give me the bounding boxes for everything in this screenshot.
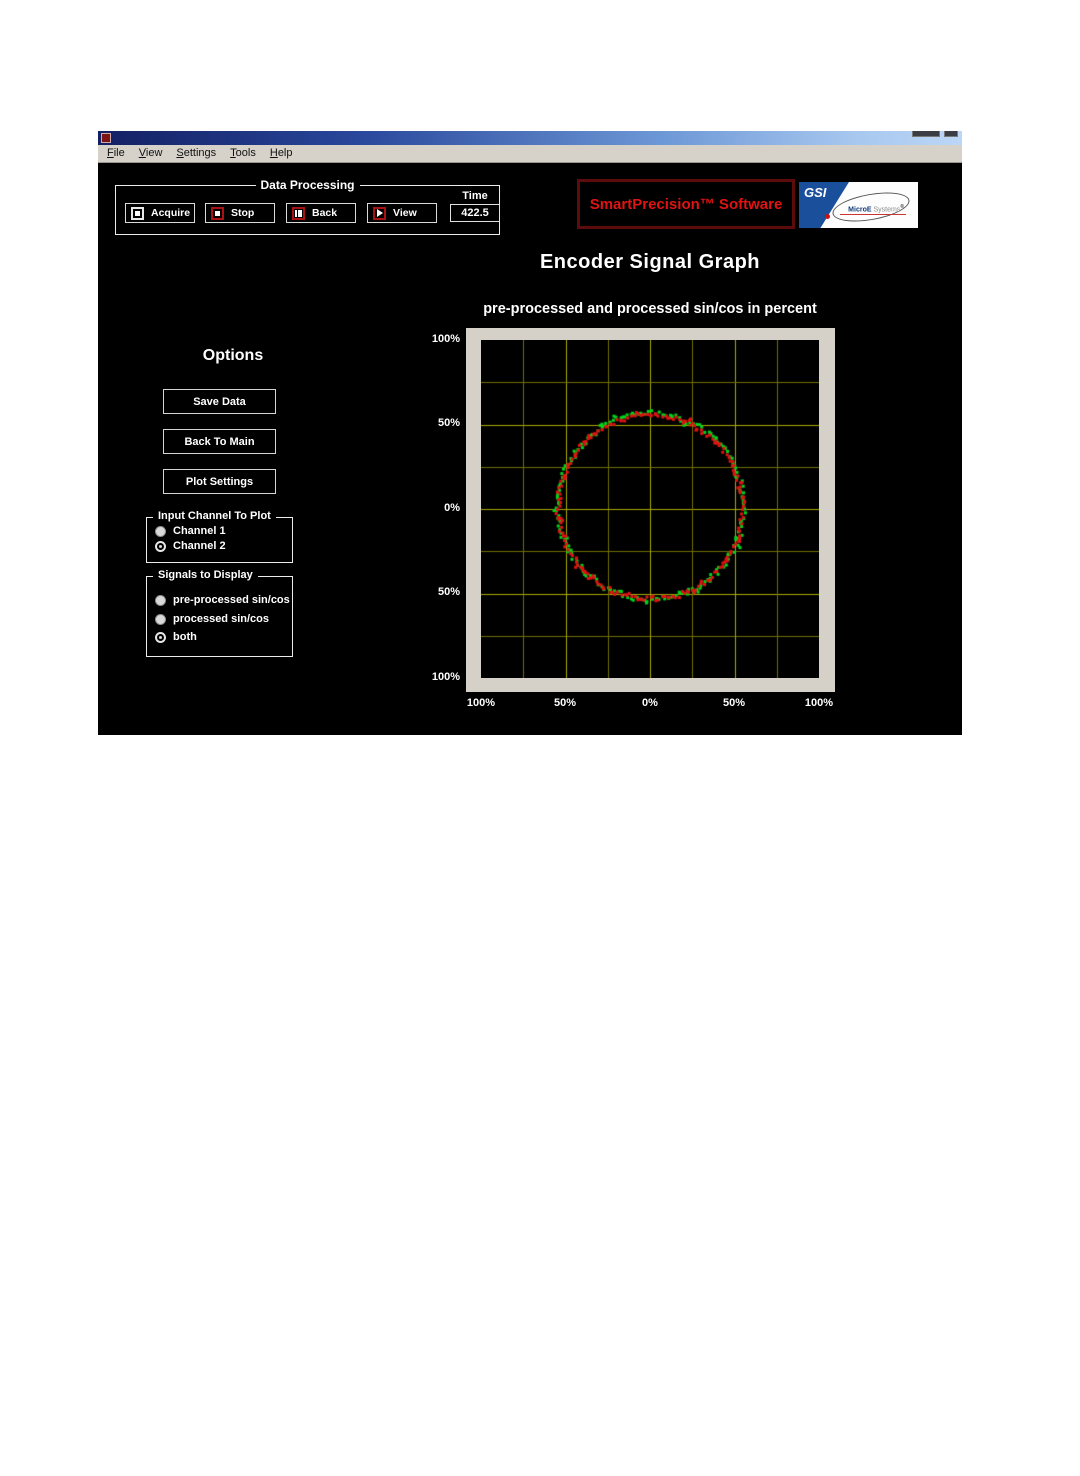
microe-red-underline [840, 214, 906, 215]
back-to-main-button[interactable]: Back To Main [163, 429, 276, 454]
menu-help[interactable]: Help [269, 147, 293, 159]
input-channel-group: Input Channel To Plot [146, 510, 293, 563]
radio-both-label: both [173, 631, 197, 643]
minimize-maximize-buttons[interactable] [912, 131, 940, 137]
back-button[interactable]: Back [286, 203, 356, 223]
x-tick-label: 50% [722, 697, 746, 709]
y-tick-label: 50% [437, 586, 460, 598]
time-label: Time [462, 190, 488, 202]
y-tick-label: 50% [437, 417, 460, 429]
view-button[interactable]: View [367, 203, 437, 223]
radio-processed-label: processed sin/cos [173, 613, 269, 625]
options-heading: Options [202, 347, 264, 364]
y-tick-label: 100% [431, 671, 460, 683]
main-content: Data Processing Acquire Stop Back View T… [98, 163, 962, 735]
application-window: File View Settings Tools Help Data Proce… [98, 131, 962, 735]
x-tick-label: 100% [804, 697, 834, 709]
menu-settings[interactable]: Settings [176, 147, 217, 159]
microe-red-dot [825, 214, 830, 219]
x-tick-label: 0% [642, 697, 658, 709]
y-tick-label: 100% [431, 333, 460, 345]
radio-channel-1[interactable]: Channel 1 [155, 525, 226, 537]
step-back-icon [292, 206, 305, 220]
chart-title: pre-processed and processed sin/cos in p… [483, 301, 817, 317]
radio-button-icon [155, 594, 166, 606]
x-tick-label: 100% [466, 697, 496, 709]
radio-processed[interactable]: processed sin/cos [155, 613, 269, 625]
menu-bar: File View Settings Tools Help [98, 145, 962, 163]
view-button-label: View [393, 207, 417, 219]
radio-pre-processed-label: pre-processed sin/cos [173, 594, 290, 606]
input-channel-legend: Input Channel To Plot [153, 510, 276, 522]
data-processing-group: Data Processing [115, 178, 500, 235]
window-icon [101, 133, 111, 143]
radio-channel-2[interactable]: Channel 2 [155, 540, 226, 552]
gsi-small-square [802, 221, 807, 226]
smartprecision-logo-text: SmartPrecision™ Software [589, 195, 783, 213]
stop-square-icon [211, 206, 224, 220]
radio-button-icon [155, 631, 166, 643]
acquire-button-label: Acquire [151, 207, 191, 219]
save-data-button[interactable]: Save Data [163, 389, 276, 414]
microe-systems-text: MicroE Systems® [848, 203, 904, 213]
time-value-field[interactable]: 422.5 [450, 204, 500, 222]
menu-file[interactable]: File [107, 147, 125, 159]
play-icon [373, 206, 386, 220]
stop-button-label: Stop [231, 207, 255, 219]
gsi-logo-text: GSI [804, 185, 827, 200]
close-button[interactable] [944, 131, 958, 137]
signals-to-display-legend: Signals to Display [153, 569, 258, 581]
smartprecision-logo: SmartPrecision™ Software [577, 179, 795, 229]
menu-tools[interactable]: Tools [230, 147, 256, 159]
gsi-microe-logo: GSI MicroE Systems® [799, 182, 918, 228]
record-square-icon [131, 206, 144, 220]
radio-channel-1-label: Channel 1 [173, 525, 226, 537]
signals-to-display-group: Signals to Display [146, 569, 293, 657]
radio-channel-2-label: Channel 2 [173, 540, 226, 552]
stop-button[interactable]: Stop [205, 203, 275, 223]
y-tick-label: 0% [444, 502, 460, 514]
title-bar[interactable] [98, 131, 962, 145]
radio-pre-processed[interactable]: pre-processed sin/cos [155, 594, 290, 606]
radio-button-icon [155, 525, 166, 537]
page-title: Encoder Signal Graph [539, 251, 761, 273]
x-tick-label: 50% [553, 697, 577, 709]
plot-settings-button[interactable]: Plot Settings [163, 469, 276, 494]
back-button-label: Back [312, 207, 338, 219]
signal-plot-canvas [481, 340, 819, 678]
acquire-button[interactable]: Acquire [125, 203, 195, 223]
menu-view[interactable]: View [138, 147, 163, 159]
radio-both[interactable]: both [155, 631, 197, 643]
data-processing-legend: Data Processing [255, 178, 360, 192]
radio-button-icon [155, 540, 166, 552]
radio-button-icon [155, 613, 166, 625]
